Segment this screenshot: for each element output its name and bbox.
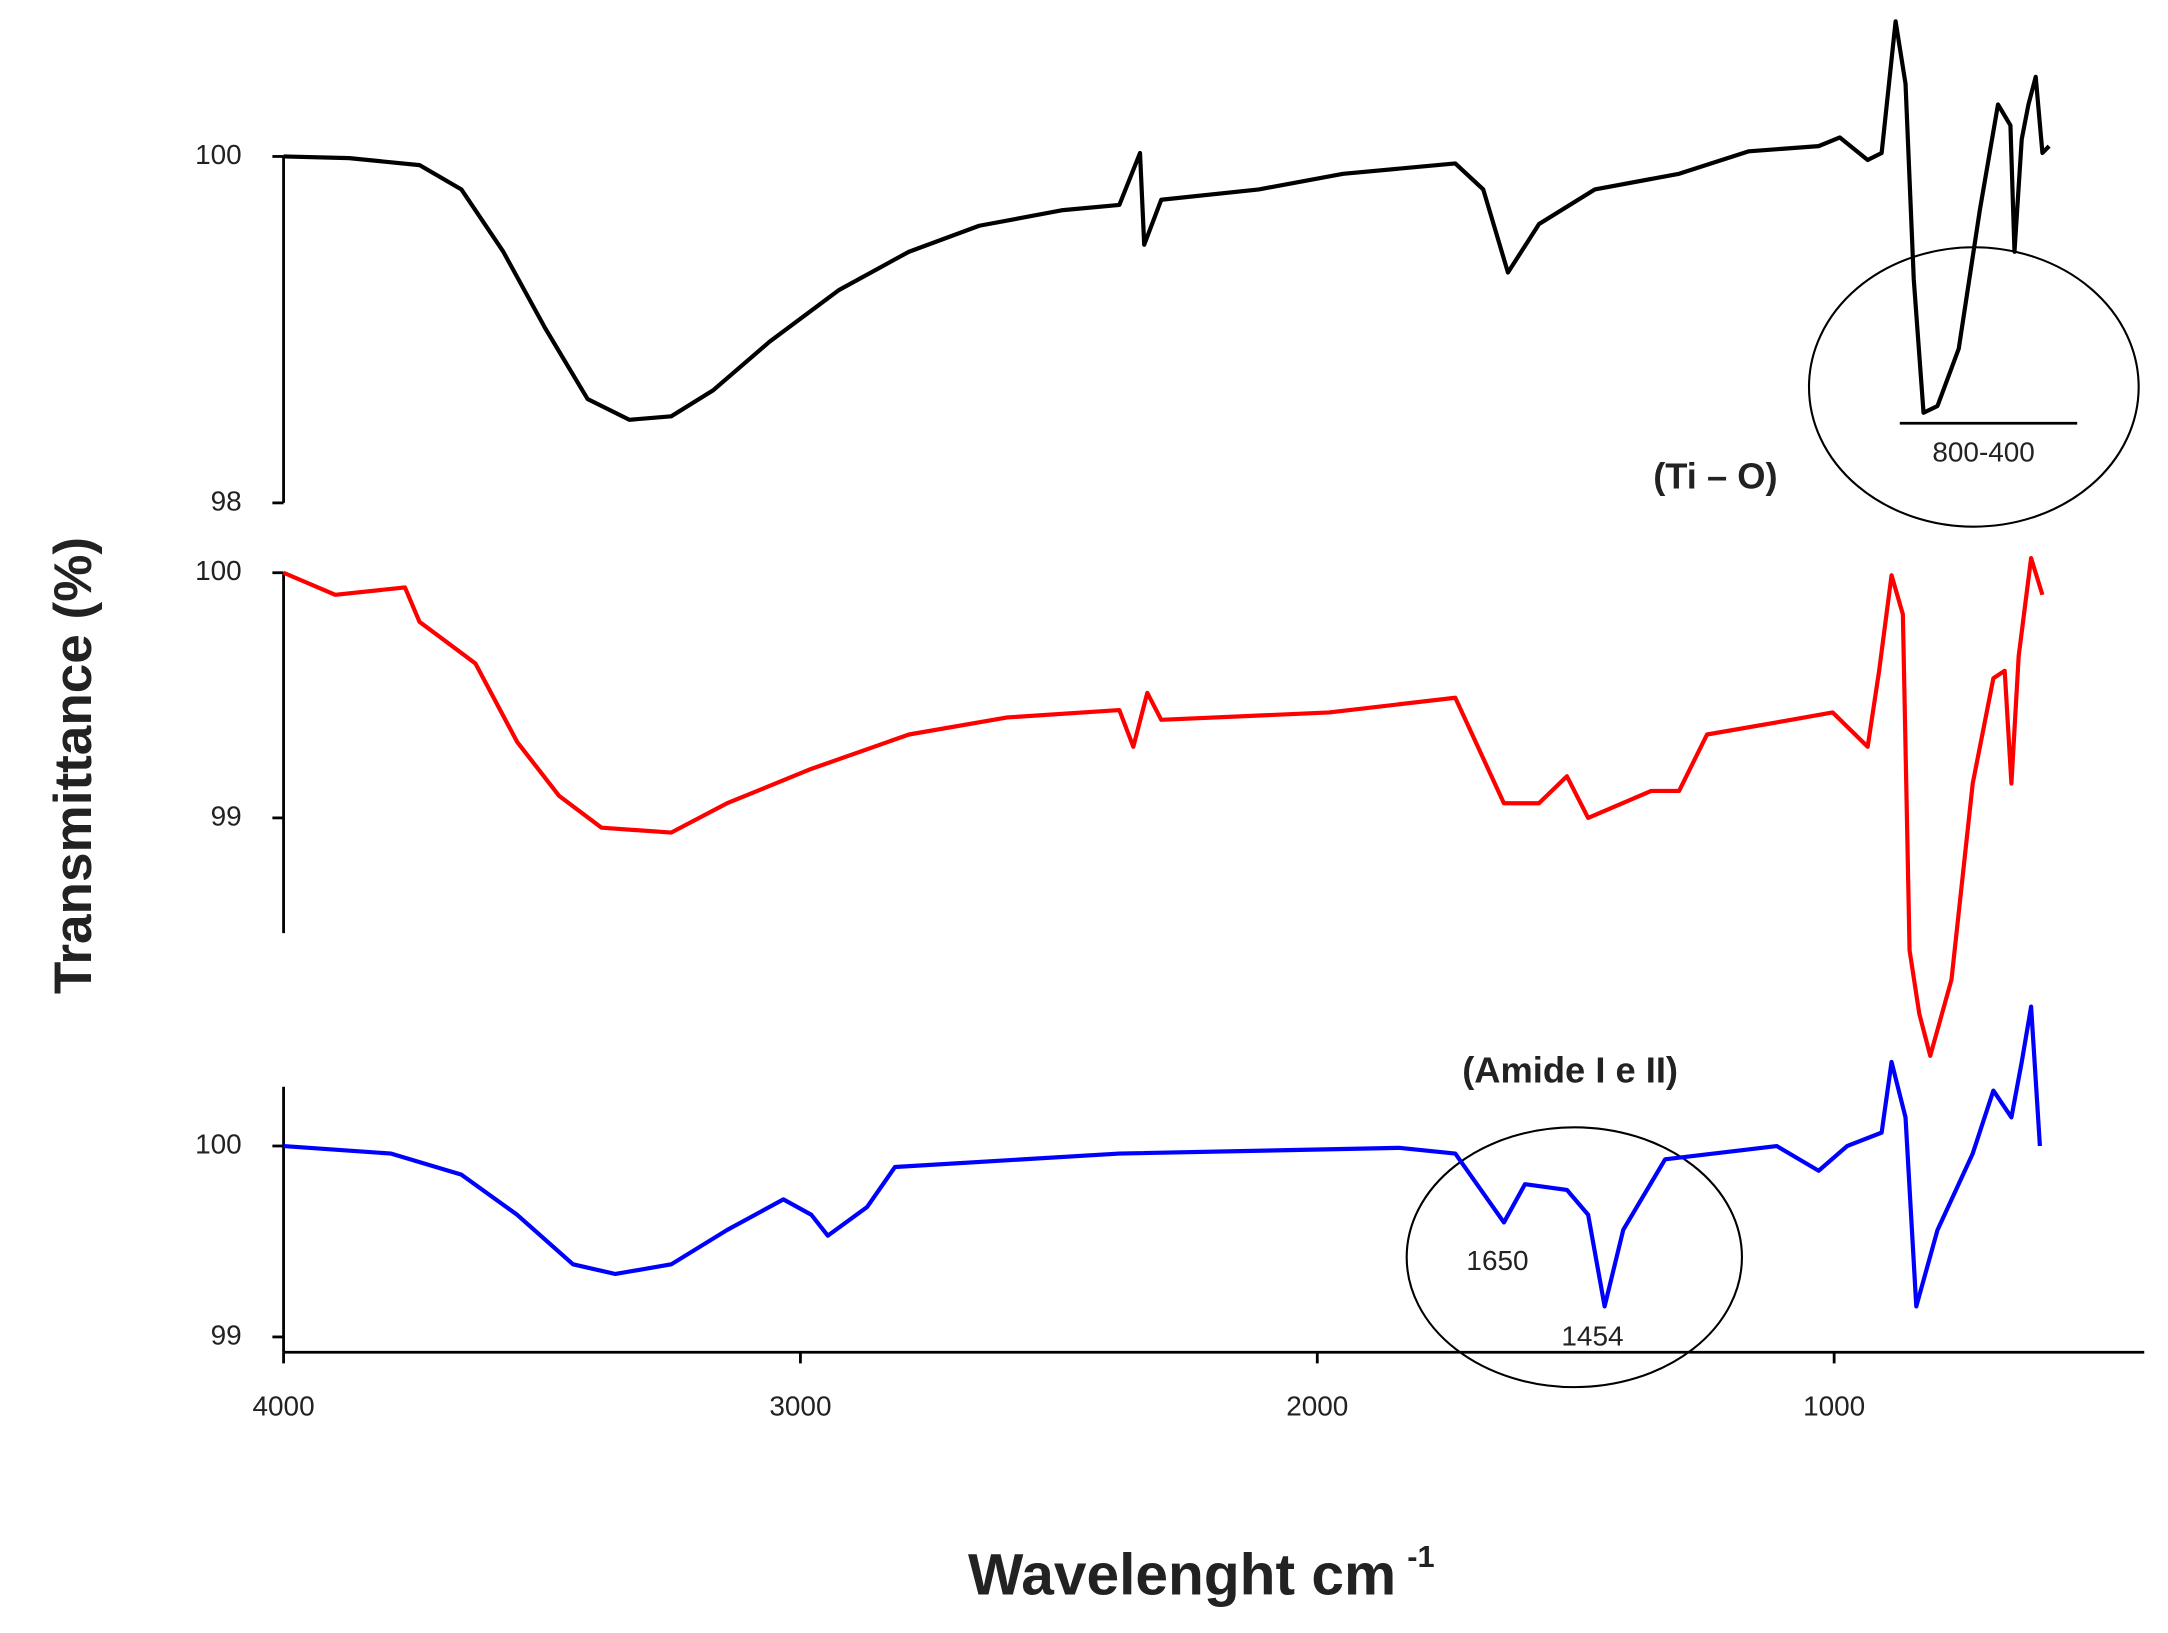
highlight-circle [1807,246,2140,528]
x-tick-label: 1000 [1803,1390,1865,1421]
y-tick-label: 98 [211,485,242,516]
spectrum-line [282,555,2045,1058]
y-tick-label: 100 [195,139,242,170]
x-tick-label: 4000 [253,1390,315,1421]
spectrum-line [283,1004,2042,1309]
spectrum-line [283,19,2051,422]
x-axis-label: Wavelenght cm -1 [968,1539,1435,1607]
annotation: (Ti – O) [1653,456,1777,497]
annotation: 1454 [1561,1321,1623,1352]
highlight-circle [1405,1126,1743,1389]
y-tick-label: 100 [195,555,242,586]
x-tick-label: 2000 [1286,1390,1348,1421]
annotation: (Amide I e II) [1462,1049,1678,1090]
annotation: 800-400 [1932,436,2034,467]
y-axis-label: Transmittance (%) [44,537,103,994]
x-axis-label-superscript: -1 [1407,1539,1434,1574]
x-tick-label: 3000 [769,1390,831,1421]
y-tick-label: 99 [211,1319,242,1350]
annotation: 1650 [1466,1245,1528,1276]
y-tick-label: 100 [195,1128,242,1159]
x-axis-label-text: Wavelenght cm [968,1542,1396,1607]
y-tick-label: 99 [211,800,242,831]
